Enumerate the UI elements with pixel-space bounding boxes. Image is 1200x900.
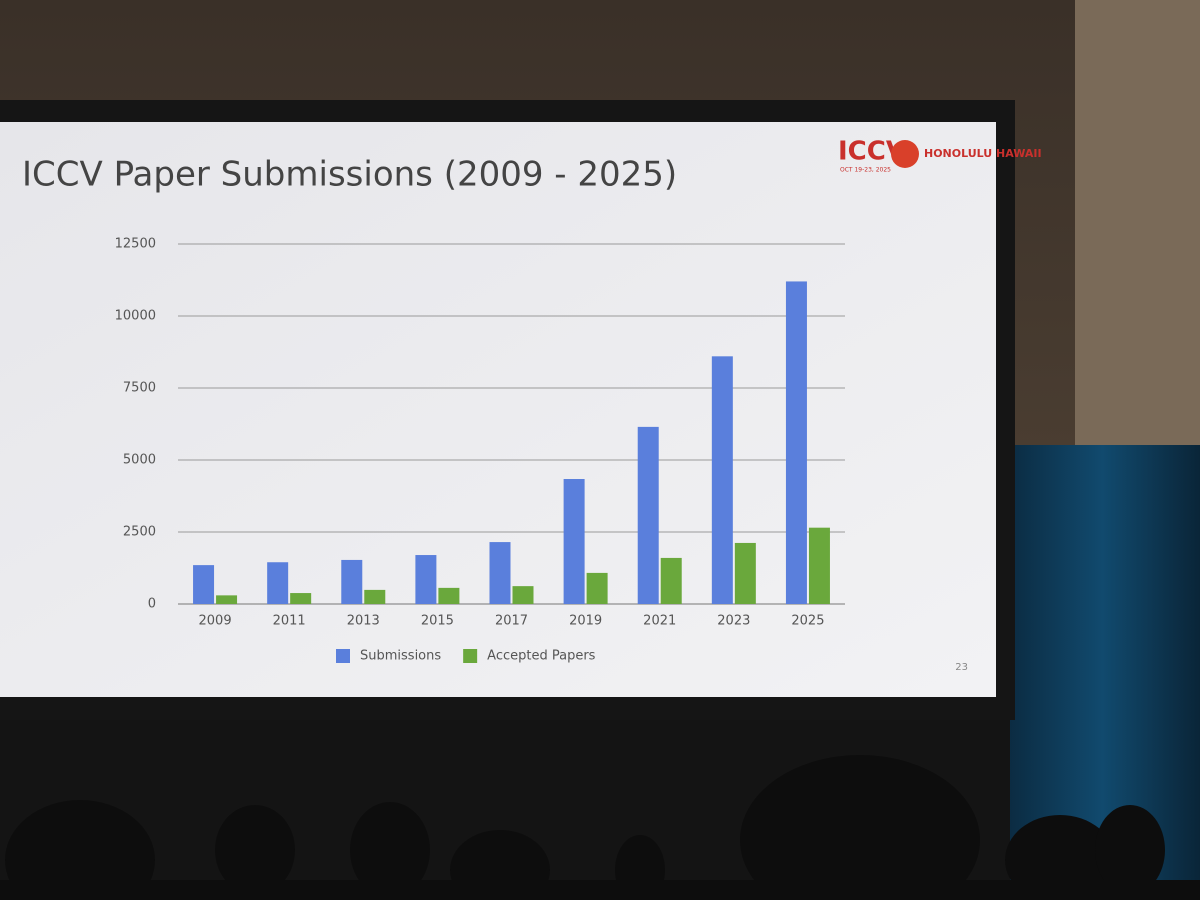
bar [637,426,659,604]
bar [489,542,511,604]
x-tick-label: 2017 [495,614,528,629]
bar [785,281,807,604]
bar [660,557,682,604]
legend-label: Accepted Papers [487,649,596,664]
x-tick-label: 2009 [199,614,232,629]
y-tick-label: 2500 [123,525,156,540]
bar [364,589,386,604]
bar [586,572,608,604]
bar [216,595,238,604]
logo-dates: OCT 19-23, 2025 [840,167,891,174]
x-tick-label: 2023 [717,614,750,629]
x-tick-label: 2019 [569,614,602,629]
x-tick-label: 2025 [791,614,824,629]
logo-flower [891,140,919,168]
legend-swatch [336,649,350,663]
bar [193,565,215,604]
y-tick-label: 7500 [123,381,156,396]
y-tick-label: 5000 [123,453,156,468]
bar [290,593,312,604]
logo-place: HONOLULU HAWAII [924,147,1042,160]
bar [808,527,830,604]
y-tick-label: 10000 [115,309,156,324]
x-tick-label: 2011 [273,614,306,629]
legend-label: Submissions [360,649,441,664]
x-tick-label: 2015 [421,614,454,629]
bar [267,562,289,604]
y-tick-label: 12500 [115,237,156,252]
page-number: 23 [955,662,968,673]
audience [0,755,1200,900]
bar [734,542,756,604]
bar [438,587,460,604]
legend-swatch [463,649,478,663]
chart-title: ICCV Paper Submissions (2009 - 2025) [22,155,677,195]
bar [341,559,363,604]
bar [711,356,733,604]
bar [415,555,437,604]
x-tick-label: 2013 [347,614,380,629]
x-tick-label: 2021 [643,614,676,629]
pillar [1075,0,1200,450]
bar [512,586,534,604]
y-tick-label: 0 [148,597,156,612]
bar [563,479,585,604]
